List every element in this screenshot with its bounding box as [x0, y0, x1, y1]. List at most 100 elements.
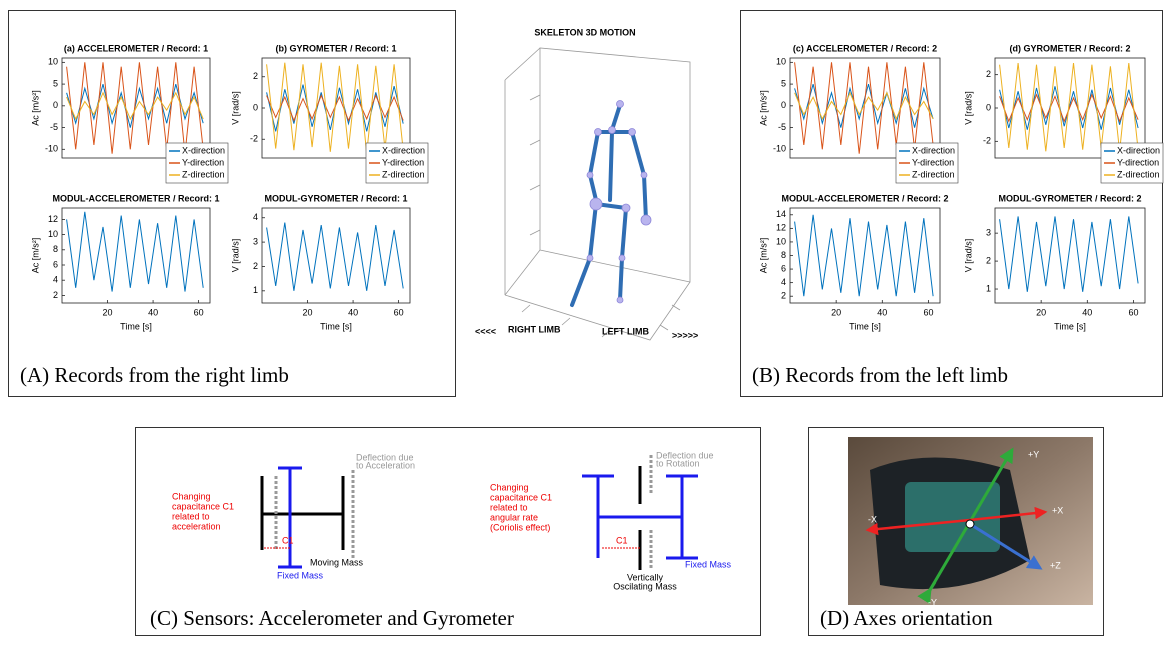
annotation: C1 — [282, 535, 294, 545]
x-tick-label: 20 — [103, 307, 113, 317]
axis-label: LEFT LIMB — [602, 326, 649, 336]
axis-label: +Y — [1028, 449, 1039, 459]
chart-title: (d) GYROMETER / Record: 2 — [1009, 43, 1130, 53]
y-tick-label: -10 — [45, 144, 58, 154]
y-axis-label: V [rad/s] — [230, 91, 240, 125]
caption: (D) Axes orientation — [820, 606, 993, 630]
annotation: capacitance C1 — [172, 501, 234, 511]
x-tick-label: 40 — [1082, 307, 1092, 317]
x-tick-label: 40 — [877, 307, 887, 317]
x-tick-label: 60 — [194, 307, 204, 317]
x-axis-label: Time [s] — [1054, 321, 1086, 331]
chart-title: MODUL-GYROMETER / Record: 1 — [264, 193, 407, 203]
y-tick-label: 10 — [776, 236, 786, 246]
legend-label: X-direction — [182, 145, 225, 155]
x-tick-label: 20 — [303, 307, 313, 317]
y-axis-label: Ac [m/s²] — [30, 90, 40, 126]
y-tick-label: 10 — [48, 57, 58, 67]
annotation: Fixed Mass — [685, 559, 732, 569]
axis-arrow: <<<< — [475, 326, 496, 336]
legend-label: Y-direction — [182, 157, 224, 167]
chart-title: MODUL-ACCELEROMETER / Record: 2 — [781, 193, 948, 203]
y-tick-label: 5 — [53, 78, 58, 88]
y-tick-label: 0 — [781, 100, 786, 110]
y-tick-label: 2 — [53, 290, 58, 300]
y-tick-label: -10 — [773, 144, 786, 154]
annotation: (Coriolis effect) — [490, 522, 550, 532]
y-tick-label: 10 — [776, 57, 786, 67]
annotation: related to — [490, 502, 528, 512]
x-axis-label: Time [s] — [849, 321, 881, 331]
annotation: related to — [172, 511, 210, 521]
annotation: C1 — [616, 535, 628, 545]
y-axis-label: Ac [m/s²] — [30, 238, 40, 274]
y-tick-label: 2 — [253, 261, 258, 271]
legend-label: Z-direction — [182, 169, 225, 179]
annotation: Changing — [172, 491, 211, 501]
caption: (A) Records from the right limb — [20, 363, 289, 387]
annotation: capacitance C1 — [490, 492, 552, 502]
skeleton-figure — [572, 105, 646, 305]
y-tick-label: 3 — [253, 236, 258, 246]
chart-title: (c) ACCELEROMETER / Record: 2 — [793, 43, 937, 53]
annotation: Changing — [490, 482, 529, 492]
annotation: angular rate — [490, 512, 538, 522]
legend-label: Y-direction — [1117, 157, 1159, 167]
y-tick-label: 0 — [253, 102, 258, 112]
axis-arrow: >>>>> — [672, 330, 698, 340]
accelerometer-diagram — [262, 468, 353, 567]
gyrometer-diagram — [582, 455, 698, 570]
y-tick-label: -2 — [983, 136, 991, 146]
axis-label: RIGHT LIMB — [508, 324, 561, 334]
y-tick-label: 1 — [253, 285, 258, 295]
y-tick-label: 8 — [781, 250, 786, 260]
legend-label: Z-direction — [912, 169, 955, 179]
y-axis-label: V [rad/s] — [963, 91, 973, 125]
annotation: Oscilating Mass — [613, 581, 677, 591]
axis-label: -Y — [928, 597, 937, 607]
y-tick-label: 4 — [781, 277, 786, 287]
y-tick-label: -2 — [250, 134, 258, 144]
y-axis-label: V [rad/s] — [230, 239, 240, 273]
figure: (A) Records from the right limb (B) Reco… — [0, 0, 1170, 642]
y-tick-label: 1 — [986, 283, 991, 293]
x-tick-label: 60 — [394, 307, 404, 317]
y-tick-label: 14 — [776, 209, 786, 219]
y-tick-label: 12 — [776, 223, 786, 233]
plot-area — [62, 208, 210, 303]
axis-label: -X — [868, 514, 877, 524]
y-tick-label: 6 — [53, 259, 58, 269]
y-tick-label: 10 — [48, 229, 58, 239]
y-tick-label: 4 — [53, 275, 58, 285]
axis-label: +Z — [1050, 560, 1061, 570]
annotation: to Acceleration — [356, 460, 415, 470]
legend-label: X-direction — [382, 145, 425, 155]
annotation: acceleration — [172, 521, 221, 531]
x-tick-label: 20 — [1036, 307, 1046, 317]
y-axis-label: V [rad/s] — [963, 239, 973, 273]
y-tick-label: -5 — [778, 122, 786, 132]
caption: (C) Sensors: Accelerometer and Gyrometer — [150, 606, 514, 630]
chart-title: MODUL-GYROMETER / Record: 2 — [998, 193, 1141, 203]
legend-label: Z-direction — [382, 169, 425, 179]
y-tick-label: 5 — [781, 78, 786, 88]
y-tick-label: 3 — [986, 228, 991, 238]
legend-label: X-direction — [912, 145, 955, 155]
y-tick-label: 4 — [253, 212, 258, 222]
axis-label: +X — [1052, 505, 1063, 515]
x-tick-label: 60 — [923, 307, 933, 317]
x-axis-label: Time [s] — [320, 321, 352, 331]
y-tick-label: 12 — [48, 214, 58, 224]
y-tick-label: 8 — [53, 244, 58, 254]
plot-area — [262, 208, 410, 303]
y-tick-label: 2 — [986, 255, 991, 265]
legend-label: Y-direction — [382, 157, 424, 167]
chart-title: (b) GYROMETER / Record: 1 — [275, 43, 396, 53]
y-tick-label: 2 — [781, 291, 786, 301]
x-tick-label: 60 — [1128, 307, 1138, 317]
y-tick-label: 6 — [781, 263, 786, 273]
y-tick-label: 2 — [986, 69, 991, 79]
legend-label: Z-direction — [1117, 169, 1160, 179]
y-tick-label: 0 — [986, 102, 991, 112]
y-tick-label: -5 — [50, 122, 58, 132]
